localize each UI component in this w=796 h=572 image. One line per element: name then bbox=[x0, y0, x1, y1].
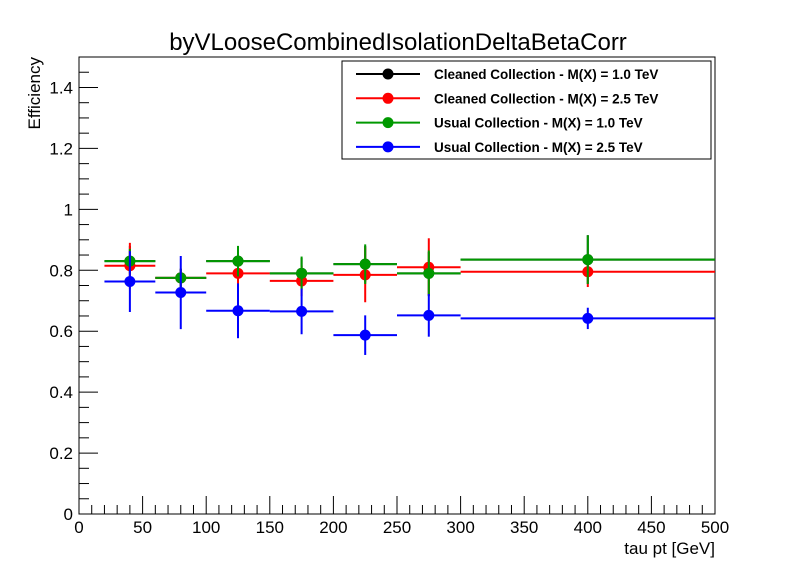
y-tick-label: 1 bbox=[64, 200, 73, 219]
x-tick-label: 300 bbox=[446, 518, 474, 537]
data-point bbox=[359, 258, 371, 270]
legend-marker bbox=[382, 68, 394, 80]
legend-marker bbox=[382, 117, 394, 129]
legend-label: Cleaned Collection - M(X) = 2.5 TeV bbox=[434, 91, 658, 106]
legend-box bbox=[341, 60, 712, 160]
series bbox=[104, 235, 715, 297]
data-point bbox=[423, 309, 435, 321]
x-tick-label: 400 bbox=[574, 518, 602, 537]
x-tick-label: 50 bbox=[133, 518, 152, 537]
y-axis: 0 0.2 0.4 0.6 0.8 1 1.2 1.4 bbox=[49, 56, 98, 524]
x-tick-label: 450 bbox=[637, 518, 665, 537]
legend-label: Cleaned Collection - M(X) = 1.0 TeV bbox=[434, 67, 658, 82]
y-tick-label: 0.8 bbox=[49, 261, 73, 280]
legend-label: Usual Collection - M(X) = 1.0 TeV bbox=[434, 116, 643, 131]
data-point bbox=[175, 287, 187, 299]
y-tick-label: 1.4 bbox=[49, 78, 73, 97]
x-axis-label: tau pt [GeV] bbox=[624, 539, 715, 558]
y-axis-label: Efficiency bbox=[25, 57, 44, 130]
legend-marker bbox=[382, 92, 394, 104]
x-tick-label: 0 bbox=[74, 518, 83, 537]
x-tick-label: 200 bbox=[319, 518, 347, 537]
y-tick-label: 0 bbox=[64, 505, 73, 524]
series bbox=[104, 251, 715, 355]
legend: Cleaned Collection - M(X) = 1.0 TeV Clean… bbox=[341, 60, 712, 160]
data-point bbox=[359, 329, 371, 341]
data-point bbox=[423, 267, 435, 279]
y-tick-label: 0.2 bbox=[49, 444, 73, 463]
x-tick-label: 250 bbox=[383, 518, 411, 537]
x-tick-label: 150 bbox=[256, 518, 284, 537]
legend-marker bbox=[382, 141, 394, 153]
x-axis: 0 50 100 150 200 250 300 350 400 450 500 bbox=[74, 496, 729, 537]
x-tick-label: 100 bbox=[192, 518, 220, 537]
data-point bbox=[582, 312, 594, 324]
y-tick-label: 0.6 bbox=[49, 322, 73, 341]
data-point bbox=[296, 267, 308, 279]
x-tick-label: 500 bbox=[701, 518, 729, 537]
chart-title: byVLooseCombinedIsolationDeltaBetaCorr bbox=[169, 29, 627, 56]
y-tick-label: 0.4 bbox=[49, 383, 73, 402]
data-series bbox=[104, 235, 715, 355]
data-point bbox=[296, 305, 308, 317]
data-point bbox=[232, 305, 244, 317]
data-point bbox=[232, 255, 244, 267]
x-tick-label: 350 bbox=[510, 518, 538, 537]
series bbox=[104, 235, 715, 295]
data-point bbox=[582, 254, 594, 266]
data-point bbox=[124, 276, 136, 288]
y-tick-label: 1.2 bbox=[49, 139, 73, 158]
legend-label: Usual Collection - M(X) = 2.5 TeV bbox=[434, 140, 643, 155]
